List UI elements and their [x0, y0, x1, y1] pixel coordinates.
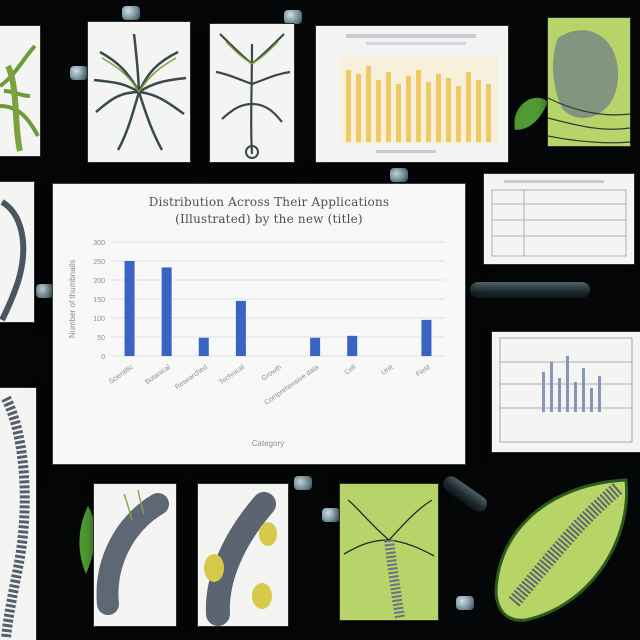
- x-tick-label: Botanical: [144, 364, 172, 387]
- x-tick-label: Cell: [343, 364, 357, 377]
- bar: [310, 337, 321, 356]
- specimen-card: [0, 26, 40, 156]
- mini-chart-card: [492, 332, 640, 452]
- y-tick-label: 150: [93, 297, 105, 304]
- main-chart-panel: Distribution Across Their Applications (…: [53, 184, 465, 464]
- specimen-illustration: [548, 30, 630, 144]
- specimen-card: [88, 22, 190, 162]
- pin-clip: [322, 508, 340, 522]
- x-tick-label: Field: [415, 364, 432, 378]
- bar-chart: 300 250 200 150 100 50 0 Number of thumbnails Sc…: [68, 240, 445, 448]
- x-tick-label: Unit: [380, 364, 394, 377]
- chart-title-line1: Distribution Across Their Applications: [148, 195, 390, 209]
- y-tick-label: 300: [93, 240, 105, 247]
- pin-clip: [294, 476, 312, 490]
- bar: [161, 267, 172, 356]
- specimen-illustration: [96, 489, 169, 615]
- y-tick-label: 200: [93, 278, 105, 285]
- root-illustration: [93, 33, 187, 151]
- tube-connector: [470, 282, 590, 298]
- leaf-decoration: [79, 506, 96, 574]
- bar: [347, 335, 358, 356]
- specimen-illustration: [204, 492, 277, 626]
- y-axis-label: Number of thumbnails: [68, 260, 77, 338]
- pin-clip: [390, 168, 408, 182]
- bar: [421, 319, 432, 356]
- specimen-illustration: [1, 395, 30, 639]
- specimen-illustration: [0, 199, 27, 322]
- plant-illustration: [0, 44, 40, 152]
- x-tick-label: Researched: [174, 364, 209, 391]
- pin-clip: [284, 10, 302, 24]
- pin-clip: [36, 284, 54, 298]
- chart-title-line2: (Illustrated) by the new (title): [175, 212, 363, 226]
- x-tick-label: Growth: [261, 364, 284, 383]
- plant-illustration: [215, 33, 291, 159]
- mini-bar-chart: [340, 34, 498, 153]
- specimen-card: [198, 484, 288, 626]
- specimen-card: [94, 484, 176, 626]
- bar: [198, 337, 209, 356]
- dense-chart-illustration: [499, 337, 633, 443]
- y-tick-label: 100: [93, 316, 105, 323]
- y-tick-label: 50: [97, 335, 105, 342]
- pin-clip: [70, 66, 88, 80]
- specimen-card: [340, 484, 438, 620]
- leaf-decoration: [514, 97, 548, 130]
- specimen-card: [0, 388, 36, 640]
- bar: [124, 261, 135, 356]
- leaf-specimen: [494, 478, 629, 622]
- specimen-card: [0, 182, 34, 322]
- x-tick-label: Technical: [218, 364, 246, 387]
- bar: [235, 300, 246, 356]
- data-table-illustration: [491, 180, 627, 257]
- chart-title: Distribution Across Their Applications (…: [93, 194, 445, 228]
- tube-connector: [439, 473, 491, 515]
- y-tick-label: 0: [101, 354, 105, 361]
- x-tick-label: Scientific: [108, 364, 135, 386]
- specimen-card: [210, 24, 294, 162]
- mini-chart-card: [316, 26, 508, 162]
- specimen-card: [548, 18, 630, 146]
- specimen-illustration: [343, 499, 435, 619]
- pin-clip: [456, 596, 474, 610]
- y-tick-label: 250: [93, 259, 105, 266]
- table-card: [484, 174, 634, 264]
- pin-clip: [122, 6, 140, 20]
- x-axis-label: Category: [252, 439, 284, 448]
